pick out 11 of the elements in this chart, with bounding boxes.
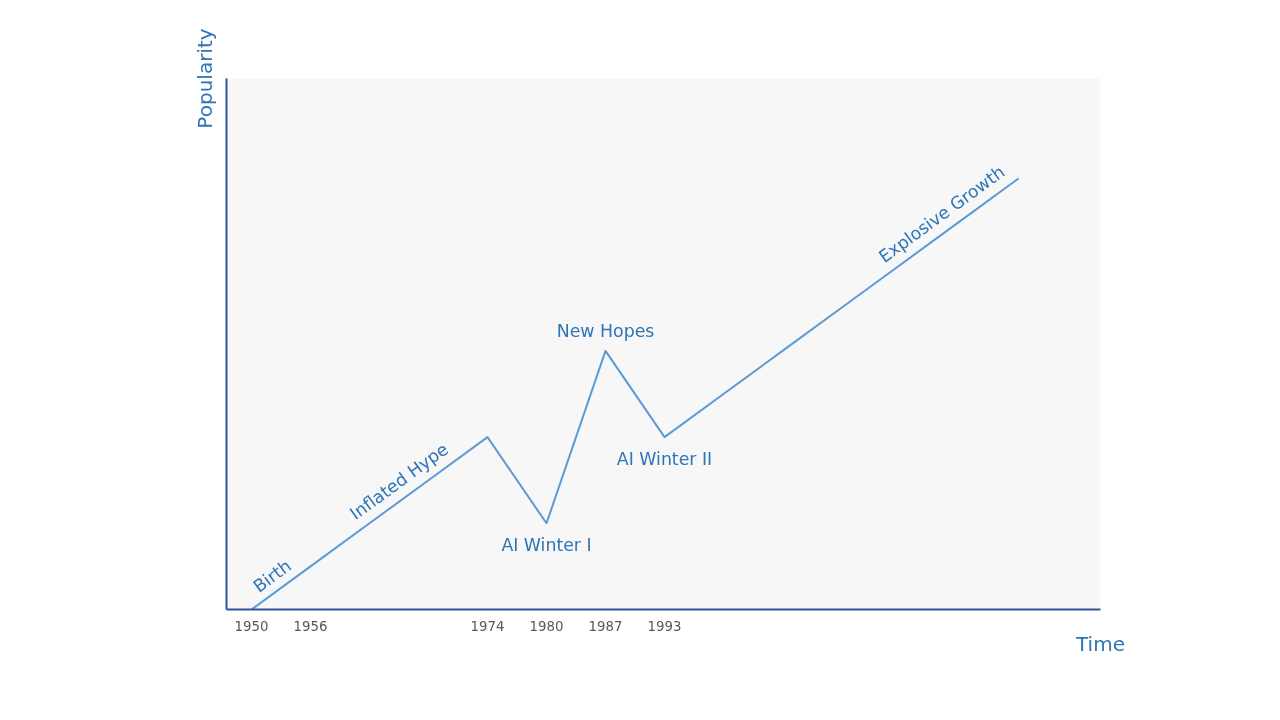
annotation: AI Winter I [501, 535, 592, 556]
x-tick-label: 1980 [529, 618, 564, 634]
annotation: New Hopes [556, 320, 655, 341]
x-axis-title: Time [1075, 631, 1125, 656]
x-tick-label: 1974 [470, 618, 505, 634]
x-tick-label: 1950 [234, 618, 269, 634]
x-tick-label: 1956 [293, 618, 328, 634]
x-tick-label: 1993 [647, 618, 682, 634]
y-axis-title: Popularity [192, 28, 217, 129]
x-tick-label: 1987 [588, 618, 623, 634]
annotation: AI Winter II [616, 449, 713, 470]
